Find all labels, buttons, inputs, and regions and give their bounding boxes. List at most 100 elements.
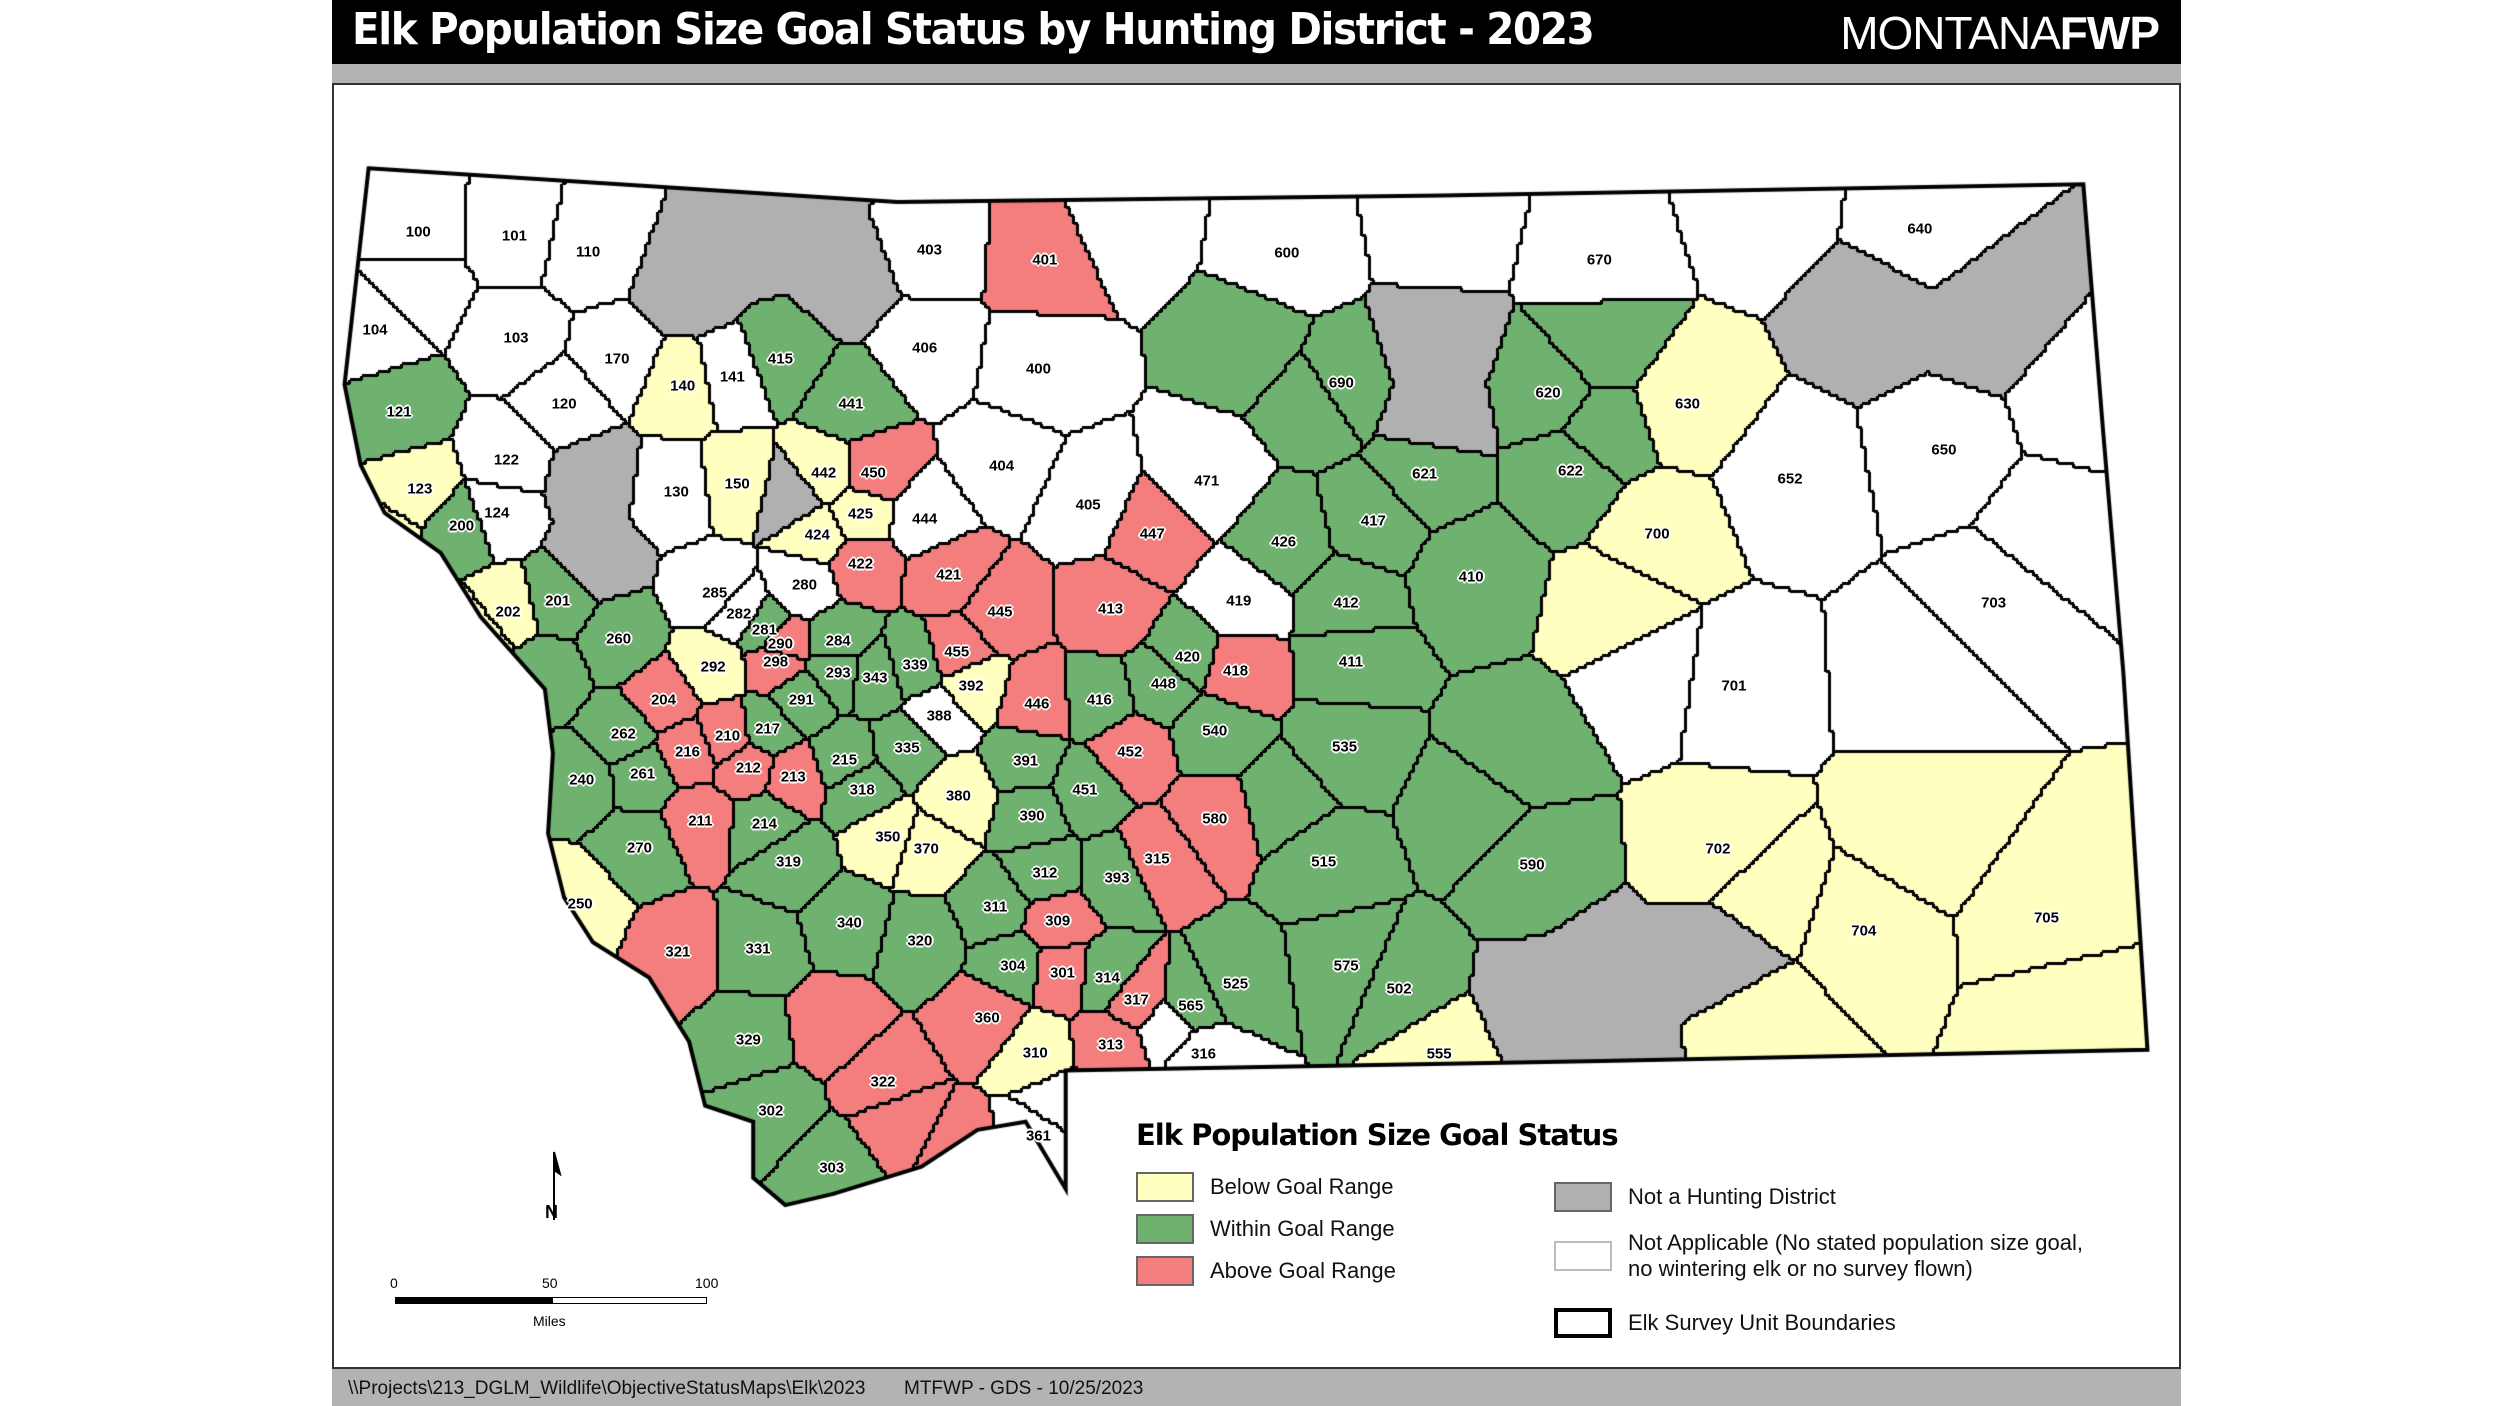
legend-label-above: Above Goal Range bbox=[1210, 1258, 1396, 1283]
district-label-621: 621 bbox=[1412, 465, 1438, 483]
legend-item-below: Below Goal Range bbox=[1136, 1172, 1393, 1202]
legend-item-not-applicable: Not Applicable (No stated population siz… bbox=[1554, 1230, 2083, 1282]
district-label-703: 703 bbox=[1981, 594, 2007, 612]
district-label-630: 630 bbox=[1674, 395, 1701, 413]
district-label-318: 318 bbox=[849, 781, 875, 799]
district-label-704: 704 bbox=[1851, 922, 1877, 940]
legend-label-none: Not a Hunting District bbox=[1628, 1184, 1836, 1209]
district-label-284: 284 bbox=[825, 632, 851, 650]
north-label: N bbox=[545, 1202, 558, 1222]
swatch-within bbox=[1136, 1214, 1194, 1244]
district-label-331: 331 bbox=[745, 940, 771, 958]
district-label-104: 104 bbox=[362, 321, 388, 339]
district-label-101: 101 bbox=[501, 227, 527, 245]
district-label-329: 329 bbox=[735, 1031, 761, 1049]
district-label-388: 388 bbox=[926, 707, 952, 725]
district-label-421: 421 bbox=[936, 566, 962, 584]
district-label-216: 216 bbox=[674, 743, 701, 761]
district-label-281: 281 bbox=[751, 621, 777, 639]
district-label-211: 211 bbox=[688, 812, 713, 829]
district-label-292: 292 bbox=[700, 658, 726, 676]
district-label-650: 650 bbox=[1931, 441, 1957, 459]
swatch-na bbox=[1554, 1241, 1612, 1271]
header-divider bbox=[332, 64, 2181, 85]
district-label-150: 150 bbox=[724, 475, 750, 493]
district-label-298: 298 bbox=[763, 653, 789, 671]
district-label-217: 217 bbox=[755, 720, 781, 738]
district-label-390: 390 bbox=[1019, 807, 1045, 825]
district-label-670: 670 bbox=[1586, 251, 1612, 269]
district-label-622: 622 bbox=[1557, 462, 1584, 480]
district-label-304: 304 bbox=[1000, 957, 1026, 975]
district-label-302: 302 bbox=[758, 1102, 784, 1120]
legend-item-above: Above Goal Range bbox=[1136, 1256, 1396, 1286]
scale-tick-100: 100 bbox=[695, 1275, 719, 1291]
district-label-590: 590 bbox=[1519, 856, 1545, 874]
footer: \\Projects\213_DGLM_Wildlife\ObjectiveSt… bbox=[332, 1367, 2181, 1406]
montana-fwp-logo: MONTANAFWP bbox=[1840, 6, 2160, 60]
district-label-448: 448 bbox=[1150, 675, 1176, 693]
district-label-417: 417 bbox=[1360, 512, 1386, 530]
district-label-121: 121 bbox=[386, 403, 412, 421]
district-label-122: 122 bbox=[493, 451, 519, 469]
district-label-565: 565 bbox=[1178, 997, 1204, 1015]
legend-label-within: Within Goal Range bbox=[1210, 1216, 1395, 1241]
district-label-413: 413 bbox=[1098, 600, 1124, 618]
district-label-320: 320 bbox=[907, 932, 933, 950]
district-label-170: 170 bbox=[604, 350, 630, 368]
district-label-282: 282 bbox=[726, 605, 752, 623]
district-label-285: 285 bbox=[702, 584, 728, 602]
district-label-442: 442 bbox=[811, 464, 837, 482]
swatch-none bbox=[1554, 1182, 1612, 1212]
district-label-415: 415 bbox=[767, 350, 793, 368]
district-label-370: 370 bbox=[913, 840, 939, 858]
district-label-452: 452 bbox=[1117, 743, 1143, 761]
district-label-403: 403 bbox=[916, 241, 942, 259]
district-label-309: 309 bbox=[1045, 912, 1071, 930]
district-label-130: 130 bbox=[663, 483, 689, 501]
district-label-392: 392 bbox=[958, 677, 984, 695]
district-label-280: 280 bbox=[791, 576, 817, 594]
north-arrow-icon bbox=[553, 1151, 562, 1220]
district-label-391: 391 bbox=[1013, 752, 1039, 770]
district-label-140: 140 bbox=[670, 377, 696, 395]
district-label-690: 690 bbox=[1328, 374, 1354, 392]
district-label-200: 200 bbox=[449, 517, 475, 535]
north-arrow: N bbox=[540, 1150, 570, 1235]
district-label-412: 412 bbox=[1333, 594, 1359, 612]
district-label-471: 471 bbox=[1194, 472, 1220, 490]
district-label-450: 450 bbox=[860, 464, 886, 482]
district-label-201: 201 bbox=[545, 592, 571, 610]
logo-bold-text: FWP bbox=[2059, 7, 2160, 59]
scale-bar: 0 50 100 Miles bbox=[390, 1275, 720, 1335]
swatch-below bbox=[1136, 1172, 1194, 1202]
district-label-418: 418 bbox=[1223, 662, 1249, 680]
district-label-422: 422 bbox=[848, 555, 874, 573]
district-label-290: 290 bbox=[767, 635, 793, 653]
district-label-410: 410 bbox=[1458, 568, 1484, 586]
district-label-124: 124 bbox=[484, 504, 510, 522]
district-label-120: 120 bbox=[551, 395, 577, 413]
district-label-311: 311 bbox=[983, 898, 1008, 916]
district-label-400: 400 bbox=[1025, 360, 1051, 378]
district-label-411: 411 bbox=[1338, 653, 1364, 671]
district-label-446: 446 bbox=[1024, 695, 1050, 713]
district-label-210: 210 bbox=[715, 727, 741, 745]
legend-item-not-hunting-district: Not a Hunting District bbox=[1554, 1182, 1836, 1212]
footer-credit: MTFWP - GDS - 10/25/2023 bbox=[904, 1378, 1144, 1399]
legend-label-na-2: no wintering elk or no survey flown) bbox=[1628, 1256, 1973, 1281]
district-label-322: 322 bbox=[870, 1073, 896, 1091]
district-label-416: 416 bbox=[1086, 691, 1112, 709]
district-label-455: 455 bbox=[944, 643, 970, 661]
district-label-343: 343 bbox=[862, 669, 888, 687]
scale-segment-white bbox=[552, 1297, 707, 1304]
district-label-335: 335 bbox=[894, 739, 920, 757]
district-label-702: 702 bbox=[1705, 840, 1731, 858]
legend: Elk Population Size Goal Status Below Go… bbox=[1130, 1110, 2160, 1350]
district-label-425: 425 bbox=[848, 505, 874, 523]
district-label-312: 312 bbox=[1032, 864, 1058, 882]
legend-item-boundaries: Elk Survey Unit Boundaries bbox=[1554, 1308, 1896, 1338]
district-label-700: 700 bbox=[1644, 525, 1670, 543]
legend-title: Elk Population Size Goal Status bbox=[1136, 1118, 1619, 1152]
district-label-575: 575 bbox=[1333, 957, 1359, 975]
